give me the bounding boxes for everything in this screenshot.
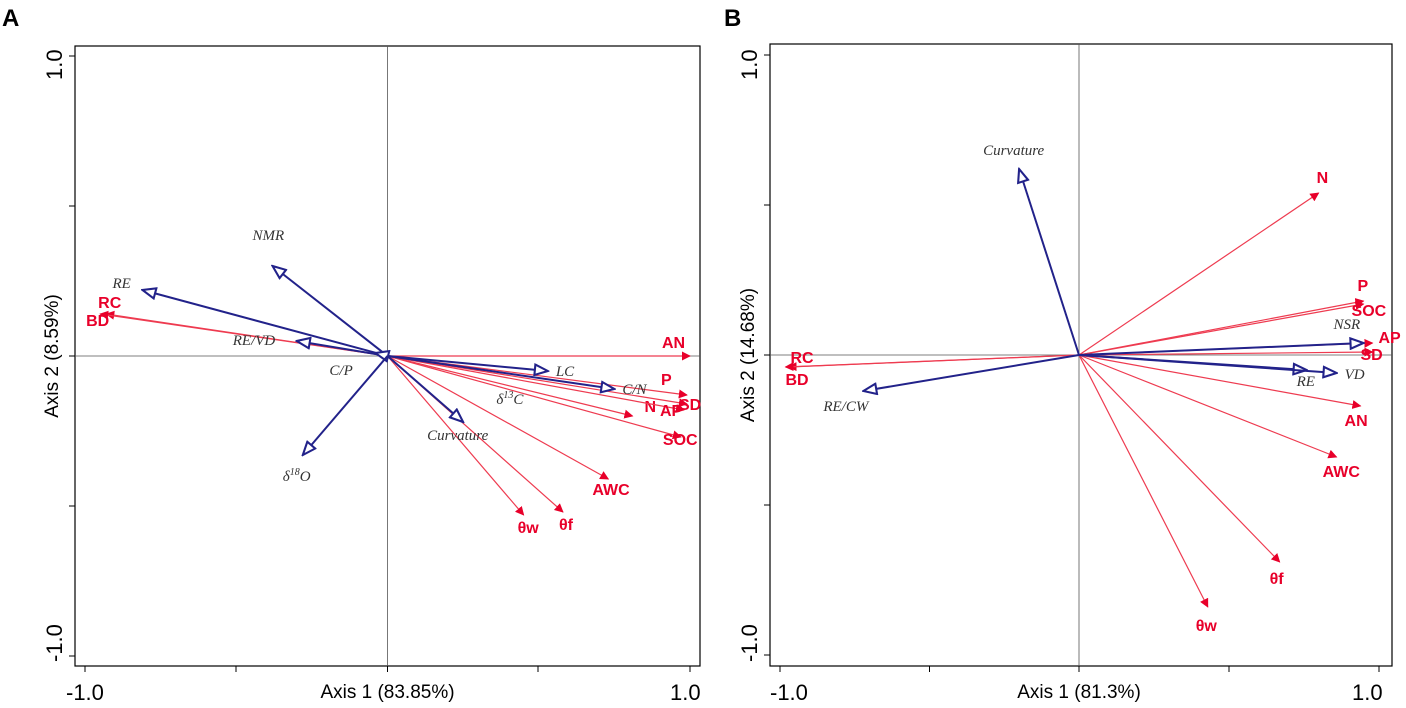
panel-a-soil-label-an: AN (662, 335, 685, 352)
panel-a-soil-label-sd: SD (679, 397, 701, 414)
panel-b-plant-label-curvature: Curvature (983, 143, 1044, 159)
panel-b-soil-vector-soc (1078, 300, 1365, 356)
panel-a-ticks (69, 55, 691, 672)
panel-a-soil-label-awc: AWC (592, 482, 630, 499)
panel-a-soil-label-n: N (645, 399, 657, 416)
panel-a-soil-label-θw: θw (518, 520, 540, 537)
panel-b-x-min-tick: -1.0 (770, 680, 808, 705)
panel-a-soil-vector-θw (387, 355, 525, 516)
panel-a-y-max-tick: 1.0 (42, 49, 67, 80)
panel-b-soil-label-p: P (1358, 278, 1369, 295)
panel-a-plant-vector-curvature (386, 355, 464, 422)
panel-a-x-min-tick: -1.0 (66, 680, 104, 705)
panel-a-soil-label-θf: θf (559, 517, 574, 534)
panel-a-soil-label-ap: AP (660, 403, 683, 420)
panel-b-plant-vector-curvature (1019, 169, 1080, 356)
panel-b-soil-label-an: AN (1345, 413, 1368, 430)
panel-a-soil-vector-ap (387, 355, 685, 413)
panel-a-plant-vector-re (142, 290, 388, 357)
panel-b-plant-vector-nsr (1078, 343, 1364, 356)
panel-b-soil-vector-awc (1078, 354, 1338, 459)
panel-a-plant-label-c-p: C/P (329, 363, 352, 379)
panel-b-soil-label-n: N (1317, 170, 1329, 187)
panel-b-soil-vector-sd (1078, 347, 1374, 357)
panel-a-plant-label-c-n: C/N (622, 382, 647, 398)
panel-b-soil-label-rc: RC (790, 350, 814, 367)
panel-a-soil-vector-n (387, 355, 634, 419)
panel-b-soil-label-awc: AWC (1323, 464, 1361, 481)
panel-b-soil-label-bd: BD (785, 372, 808, 389)
panel-b-soil-vector-an (1078, 354, 1362, 409)
panel-b-soil-vector-θw (1078, 354, 1209, 608)
panel-a-plant-vector-lc (387, 355, 548, 371)
panel-b-y-max-tick: 1.0 (737, 49, 762, 80)
panel-b-x-axis-label: Axis 1 (81.3%) (1017, 682, 1141, 703)
panel-a-plant-vector-c-p (375, 353, 387, 356)
panel-b-soil-vector-n (1078, 192, 1320, 356)
panel-b-plant-vector-re-cw (863, 354, 1080, 391)
panel-a-plant-vector-δ18o (303, 355, 389, 455)
panel-a-soil-label-p: P (661, 372, 672, 389)
panel-a-x-max-tick: 1.0 (670, 680, 701, 705)
panel-a-plant-label-δ18o: δ18O (283, 467, 311, 485)
panel-a-soil-label-soc: SOC (663, 432, 698, 449)
panel-a-plant-vector-c-n (387, 355, 615, 389)
panel-a-letter: A (2, 5, 19, 32)
panel-a-soil-vector-soc (387, 355, 682, 440)
panel-a-x-axis-label: Axis 1 (83.85%) (320, 682, 454, 703)
panel-a-plant-vector-re-vd (297, 341, 388, 357)
panel-a-plant-label-nmr: NMR (252, 228, 285, 244)
panel-a-plant-label-δ13c: δ13C (496, 390, 524, 408)
panel-a-y-min-tick: -1.0 (42, 624, 67, 662)
panel-a-plant-vector-nmr (273, 266, 389, 357)
panel-b-plant-label-re: RE (1296, 374, 1315, 390)
panel-b-y-min-tick: -1.0 (737, 624, 762, 662)
panel-b-letter: B (724, 5, 741, 32)
panel-b-soil-label-soc: SOC (1352, 303, 1387, 320)
panel-b-plant-label-re-cw: RE/CW (822, 399, 869, 415)
panel-b-plant-label-vd: VD (1345, 367, 1365, 383)
panel-a-plant-label-curvature: Curvature (427, 428, 488, 444)
panel-b-soil-vector-θf (1078, 354, 1281, 563)
panel-a-plant-label-re: RE (111, 276, 130, 292)
panel-b-soil-vector-bd (784, 354, 1080, 372)
panel-b-soil-label-ap: AP (1379, 330, 1402, 347)
panel-a-plant-label-lc: LC (555, 364, 575, 380)
panel-b-soil-label-sd: SD (1361, 347, 1383, 364)
panel-b-x-max-tick: 1.0 (1352, 680, 1383, 705)
panel-a-soil-label-bd: BD (86, 313, 109, 330)
panel-a-plant-label-re-vd: RE/VD (232, 333, 276, 349)
panel-a-y-axis-label: Axis 2 (8.59%) (42, 294, 63, 418)
panel-a-soil-vector-awc (387, 355, 610, 480)
panel-b-y-axis-label: Axis 2 (14.68%) (738, 288, 759, 422)
panel-b-plant-label-nsr: NSR (1333, 317, 1361, 333)
panel-b: B -1.0 1.0 1.0 -1.0 Axis 1 (81.3%) Axis … (724, 5, 1401, 705)
panel-b-soil-label-θf: θf (1270, 571, 1285, 588)
panel-a-soil-label-rc: RC (98, 295, 122, 312)
panel-a: A -1.0 1.0 1.0 -1.0 Axis 1 (83.85%) Axis… (2, 5, 701, 705)
panel-b-soil-label-θw: θw (1196, 618, 1218, 635)
panel-b-plant-vector-vd (1078, 354, 1337, 373)
panel-b-ticks (764, 54, 1380, 672)
